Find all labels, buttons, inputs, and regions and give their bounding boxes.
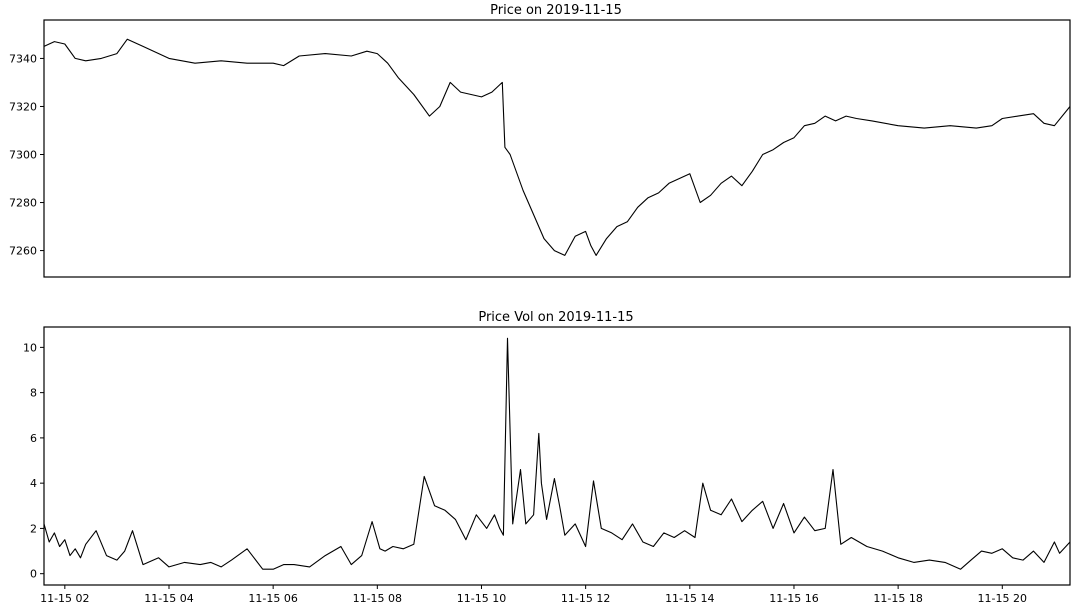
price-series-line [43,38,1071,256]
price-vol-chart: Price Vol on 2019-11-15 0 2 4 6 8 10 11-15 02… [23,310,1071,605]
x-tick-label: 11-15 04 [144,592,193,605]
y-tick-label: 7300 [9,149,37,162]
y-tick-label: 6 [30,432,37,445]
price-vol-chart-frame [43,326,1071,586]
price-vol-chart-plot-area [43,337,1071,570]
price-chart-y-ticks: 7260 7280 7300 7320 7340 [9,52,44,258]
y-tick-label: 10 [23,341,37,354]
y-tick-label: 7320 [9,100,37,113]
x-tick-label: 11-15 16 [769,592,818,605]
price-chart-frame [43,19,1071,278]
price-vol-chart-y-ticks: 0 2 4 6 8 10 [23,341,44,581]
x-tick-label: 11-15 12 [561,592,610,605]
price-vol-chart-title: Price Vol on 2019-11-15 [478,310,633,325]
y-tick-label: 8 [30,387,37,400]
price-vol-chart-x-ticks: 11-15 02 11-15 04 11-15 06 11-15 08 11-15 10… [40,585,1027,605]
price-vol-series-line [43,337,1071,570]
x-tick-label: 11-15 18 [873,592,922,605]
y-tick-label: 0 [30,568,37,581]
y-tick-label: 7260 [9,245,37,258]
y-tick-label: 7280 [9,197,37,210]
price-chart-plot-area [43,38,1071,256]
y-tick-label: 7340 [9,52,37,65]
y-tick-label: 2 [30,522,37,535]
x-tick-label: 11-15 08 [353,592,402,605]
x-tick-label: 11-15 06 [248,592,297,605]
x-tick-label: 11-15 14 [665,592,714,605]
price-chart: Price on 2019-11-15 7260 7280 7300 7320 7340 [9,3,1071,278]
x-tick-label: 11-15 10 [457,592,506,605]
x-tick-label: 11-15 20 [978,592,1027,605]
y-tick-label: 4 [30,477,37,490]
price-chart-title: Price on 2019-11-15 [490,3,622,18]
x-tick-label: 11-15 02 [40,592,89,605]
